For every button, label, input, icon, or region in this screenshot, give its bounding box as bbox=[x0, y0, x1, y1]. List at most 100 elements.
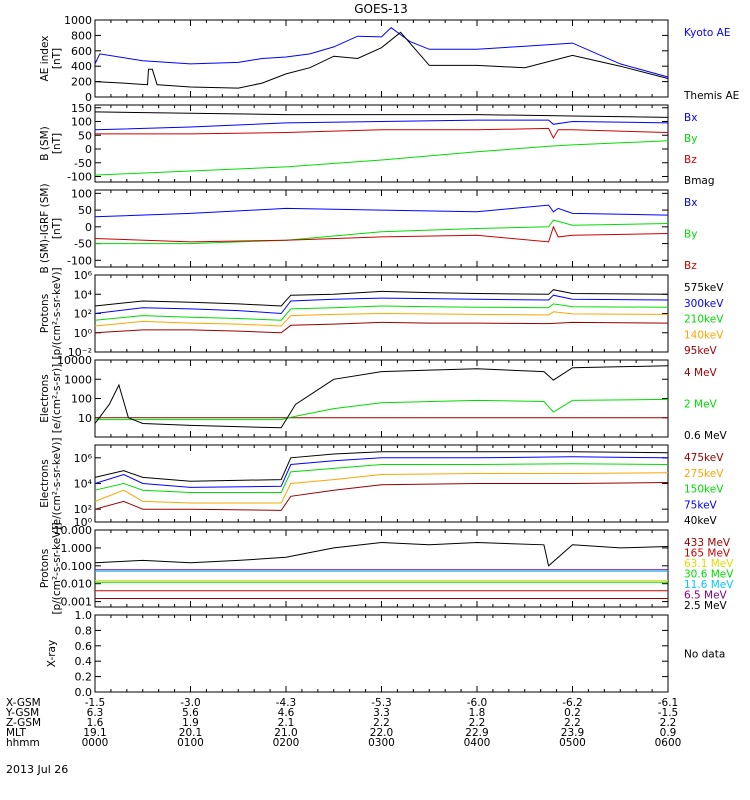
y-tick-label: 0 bbox=[85, 143, 92, 156]
series-line-by bbox=[95, 219, 669, 245]
series-line-210kev bbox=[94, 303, 669, 321]
series-line-themis-ae bbox=[94, 31, 669, 89]
y-axis-label: B (SM)-IGRF (SM)[nT] bbox=[39, 183, 63, 273]
y-tick-label: 0.010 bbox=[61, 578, 93, 591]
series-line-275kev bbox=[94, 472, 669, 504]
legend-entry: 2.5 MeV bbox=[684, 600, 728, 612]
y-tick-label: 1.000 bbox=[61, 542, 93, 555]
ephemeris-value: -6.1 bbox=[658, 697, 679, 709]
y-tick-label: 800 bbox=[71, 29, 92, 42]
ephemeris-row-label: Y-GSM bbox=[5, 707, 39, 719]
panel-8: 0.0 0.2 0.4 0.6 0.8 1.0 X-ray No data bbox=[46, 609, 725, 699]
series-line-by bbox=[94, 140, 669, 176]
ephemeris-value: -6.0 bbox=[467, 697, 488, 709]
ephemeris-value: 0600 bbox=[655, 737, 682, 749]
series-line-40kev bbox=[94, 451, 669, 482]
series-line-95kev bbox=[94, 321, 669, 334]
legend-entry: 4 MeV bbox=[684, 367, 718, 379]
legend-entry: 75keV bbox=[684, 499, 718, 511]
series-line-bx bbox=[94, 204, 669, 218]
y-tick-label: 100 bbox=[71, 187, 92, 200]
no-data-annotation: No data bbox=[684, 649, 725, 661]
legend-entry: 40keV bbox=[684, 515, 718, 527]
legend-entry: By bbox=[684, 133, 697, 145]
ephemeris-value: 2.2 bbox=[469, 717, 486, 729]
series-line-300kev bbox=[94, 294, 669, 315]
ephemeris-value: 5.6 bbox=[182, 707, 199, 719]
series-line-150kev bbox=[94, 463, 669, 493]
ephemeris-value: -4.3 bbox=[276, 697, 297, 709]
y-tick-label: 1000 bbox=[64, 373, 92, 386]
series-line-2-mev bbox=[95, 398, 669, 421]
legend-entry: Kyoto AE bbox=[684, 27, 730, 39]
y-tick-label: 150 bbox=[71, 102, 92, 115]
ephemeris-value: 22.9 bbox=[465, 727, 488, 739]
series-line-475kev bbox=[94, 482, 669, 511]
y-tick-label: 10⁶ bbox=[74, 452, 93, 465]
legend-entry: Bmag bbox=[684, 175, 715, 187]
y-tick-label: 10.000 bbox=[54, 524, 93, 537]
y-tick-label: 600 bbox=[71, 45, 92, 58]
ephemeris-value: 21.0 bbox=[274, 727, 297, 739]
panel-frame bbox=[94, 529, 669, 608]
y-tick-label: 0 bbox=[85, 91, 92, 104]
panel-7: 0.001 0.010 0.100 1.000 10.000Protons[p/(cm²… bbox=[39, 522, 734, 614]
y-tick-label: 10² bbox=[74, 503, 92, 516]
legend-entry: Bz bbox=[684, 260, 697, 272]
date-label: 2013 Jul 26 bbox=[6, 763, 68, 776]
legend-entry: Bx bbox=[684, 112, 697, 124]
y-tick-label: 1000 bbox=[64, 14, 92, 27]
y-tick-label: 10⁴ bbox=[74, 478, 93, 491]
y-tick-label: 10² bbox=[74, 308, 92, 321]
y-tick-label: 10000 bbox=[57, 354, 92, 367]
ephemeris-value: 2.1 bbox=[278, 717, 295, 729]
ephemeris-table: X-GSMY-GSMZ-GSMMLThhmm-1.56.31.619.10000… bbox=[5, 697, 681, 749]
y-tick-label: -50 bbox=[74, 238, 92, 251]
y-tick-label: 0.100 bbox=[61, 560, 93, 573]
ephemeris-value: -3.0 bbox=[180, 697, 201, 709]
ephemeris-value: 19.1 bbox=[83, 727, 106, 739]
series-line-bz bbox=[94, 225, 669, 243]
legend-entry: 275keV bbox=[684, 468, 724, 480]
ephemeris-value: 0000 bbox=[82, 737, 109, 749]
chart-title: GOES-13 bbox=[354, 2, 408, 16]
y-axis-label: Protons[p/(cm²-s-sr-keV)] bbox=[39, 267, 63, 359]
legend-entry: 6.5 MeV bbox=[684, 590, 728, 602]
legend-entry: 575keV bbox=[684, 282, 724, 294]
panel-4: 10⁻² 10⁰ 10² 10⁴ 10⁶ Protons[p/(cm²-s-sr-keV)… bbox=[39, 267, 724, 359]
series-line-bz bbox=[95, 127, 669, 140]
ephemeris-value: 2.2 bbox=[660, 717, 677, 729]
legend-entry: 11.6 MeV bbox=[684, 579, 734, 591]
y-tick-label: 0.4 bbox=[75, 655, 93, 668]
legend-entry: 165 MeV bbox=[684, 548, 731, 560]
y-tick-label: 0.2 bbox=[75, 671, 93, 684]
panel-3: -100 -50 0 50 100 B (SM)-IGRF (SM)[nT] Bx By Bz bbox=[39, 183, 697, 273]
legend-entry: 433 MeV bbox=[684, 537, 731, 549]
y-tick-label: -100 bbox=[67, 171, 92, 184]
ephemeris-value: 0.2 bbox=[564, 707, 581, 719]
y-tick-label: 10⁰ bbox=[74, 516, 93, 529]
legend-entry: Bz bbox=[684, 154, 697, 166]
y-tick-label: 0 bbox=[85, 221, 92, 234]
y-tick-label: 10⁰ bbox=[74, 327, 93, 340]
ephemeris-row-label: X-GSM bbox=[6, 697, 41, 709]
legend-entry: 475keV bbox=[684, 452, 724, 464]
series-line-bmag bbox=[94, 111, 669, 118]
y-tick-label: 400 bbox=[71, 60, 92, 73]
ephemeris-value: -6.2 bbox=[562, 697, 583, 709]
ephemeris-value: -1.5 bbox=[658, 707, 679, 719]
y-tick-label: 100 bbox=[71, 116, 92, 129]
y-axis-label: Protons[p/(cm²-s-sr-keV)] bbox=[39, 522, 63, 614]
series-line-75kev bbox=[94, 456, 669, 488]
y-tick-label: 10⁻² bbox=[68, 346, 92, 359]
legend-entry: 0.6 MeV bbox=[684, 430, 728, 442]
panel-frame bbox=[94, 19, 669, 98]
series-line-2-5-mev bbox=[94, 541, 669, 567]
ephemeris-value: 0500 bbox=[559, 737, 586, 749]
y-tick-label: 0.6 bbox=[75, 640, 93, 653]
series-line-bx bbox=[94, 119, 669, 131]
